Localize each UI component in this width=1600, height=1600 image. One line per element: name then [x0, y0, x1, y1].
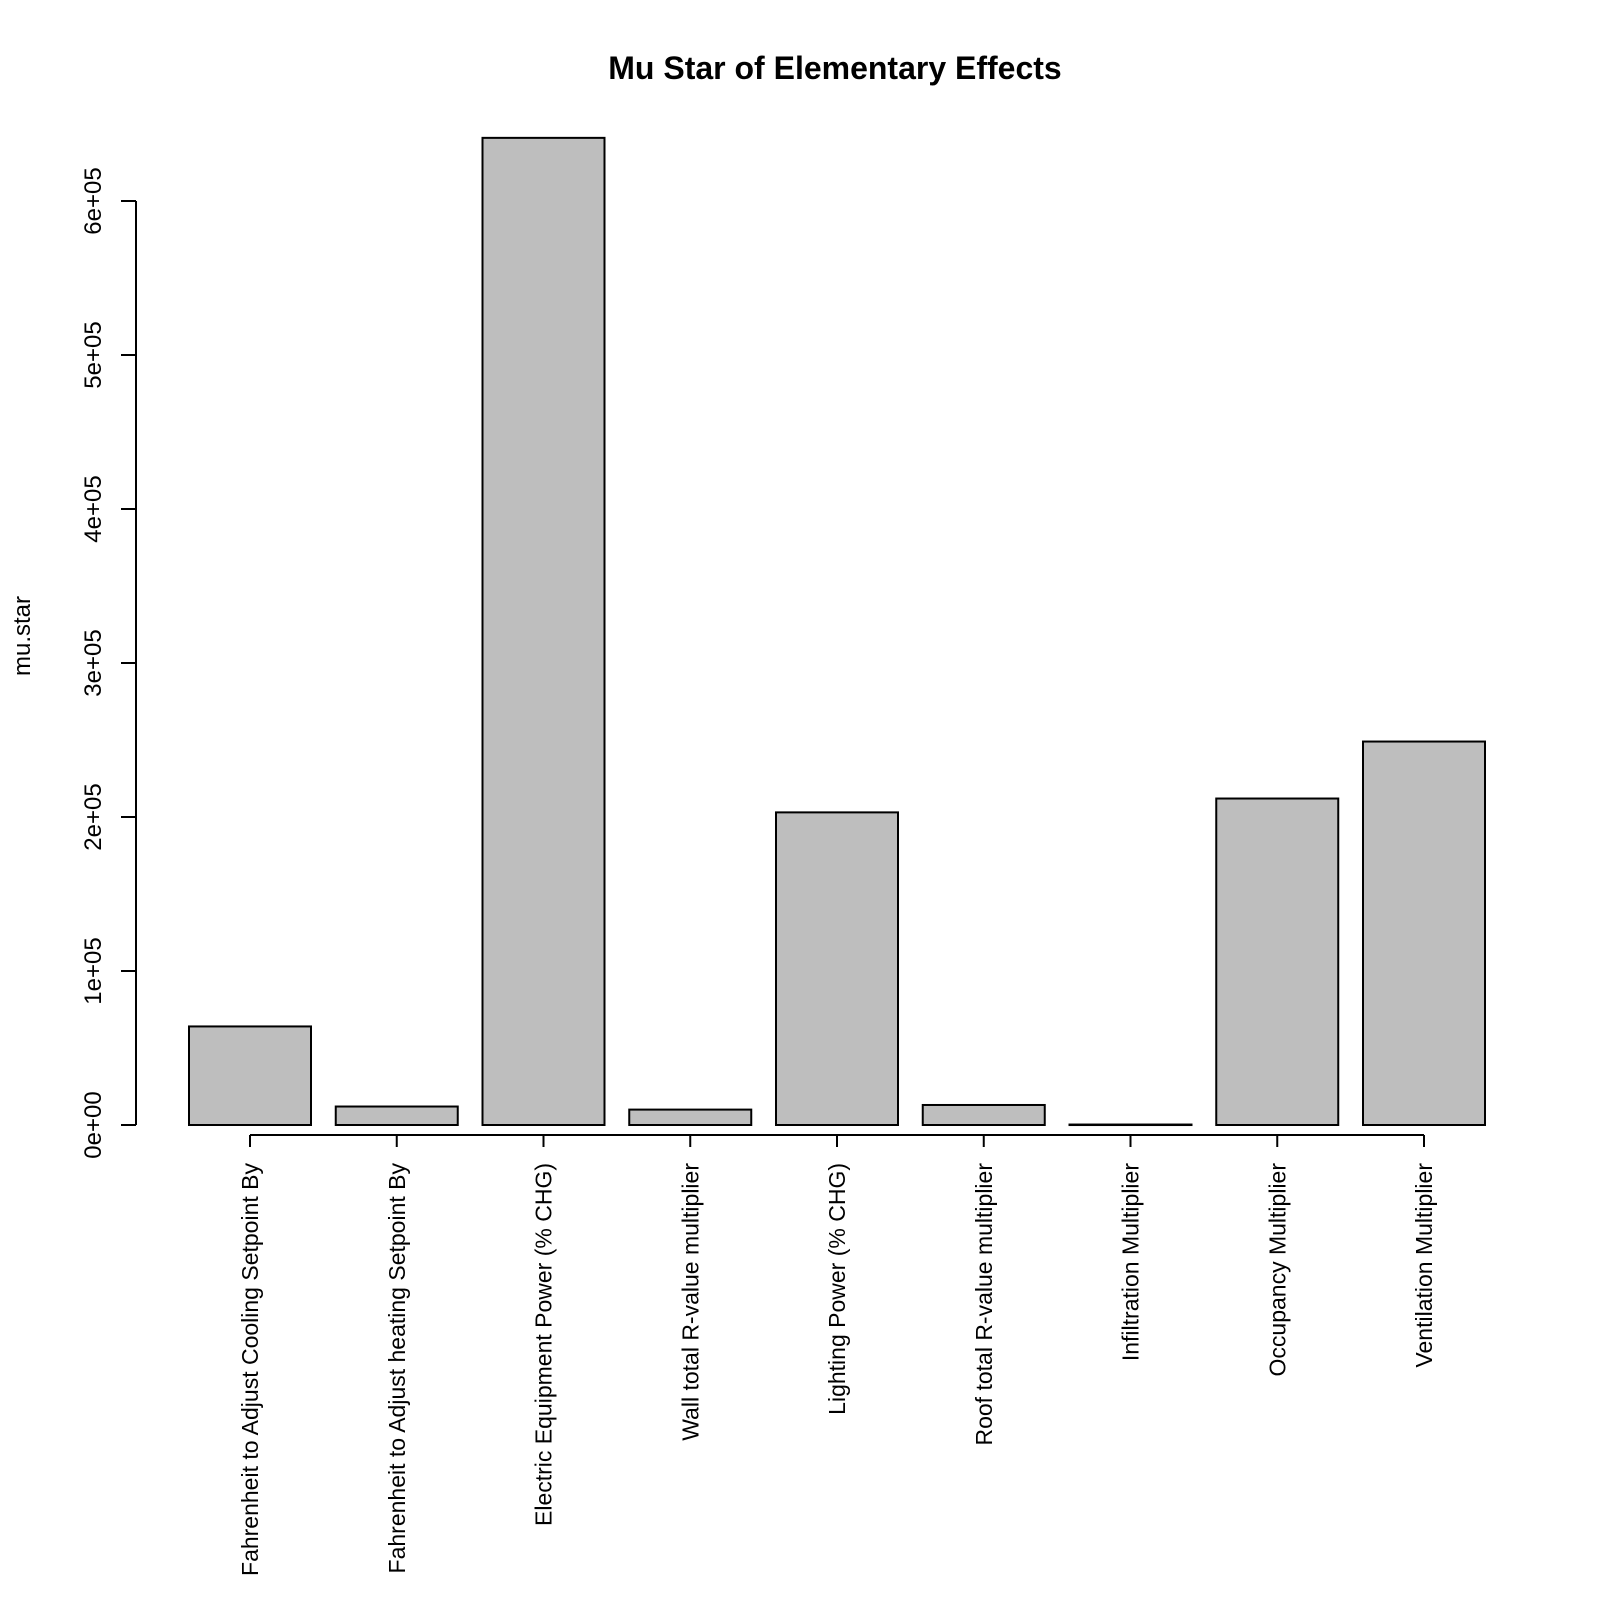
bar	[188, 1025, 312, 1126]
y-tick-label: 6e+05	[80, 167, 107, 234]
bar	[334, 1105, 459, 1127]
x-tick-label: Occupancy Multiplier	[1264, 1163, 1290, 1377]
x-tick-label: Ventilation Multiplier	[1411, 1163, 1437, 1368]
bar	[628, 1108, 753, 1126]
x-tick-label: Lighting Power (% CHG)	[824, 1163, 850, 1415]
y-axis-label: mu.star	[9, 596, 36, 676]
y-tick-label: 5e+05	[80, 321, 107, 388]
x-tick-label: Wall total R-value multiplier	[677, 1163, 703, 1441]
bar	[1362, 740, 1486, 1126]
bar	[1068, 1123, 1193, 1127]
y-tick-label: 4e+05	[80, 475, 107, 542]
bars	[188, 136, 1486, 1127]
x-tick-label: Fahrenheit to Adjust Cooling Setpoint By	[237, 1163, 263, 1576]
y-axis: 0e+00 1e+05 2e+05 3e+05 4e+05 5e+05 6e+05	[80, 167, 137, 1159]
y-tick-label: 1e+05	[80, 937, 107, 1004]
x-axis: Fahrenheit to Adjust Cooling Setpoint By…	[237, 1134, 1437, 1576]
y-tick-label: 3e+05	[80, 629, 107, 696]
y-tick-label: 2e+05	[80, 783, 107, 850]
chart-title: Mu Star of Elementary Effects	[608, 50, 1061, 86]
x-tick-label: Infiltration Multiplier	[1118, 1163, 1144, 1361]
bar	[921, 1103, 1046, 1126]
x-tick-label: Fahrenheit to Adjust heating Setpoint By	[384, 1163, 410, 1574]
y-tick-label: 0e+00	[80, 1091, 107, 1158]
bar	[1215, 797, 1340, 1127]
x-tick-label: Electric Equipment Power (% CHG)	[531, 1163, 557, 1526]
bar	[775, 811, 899, 1126]
x-tick-label: Roof total R-value multiplier	[971, 1163, 997, 1446]
bar	[481, 136, 606, 1127]
